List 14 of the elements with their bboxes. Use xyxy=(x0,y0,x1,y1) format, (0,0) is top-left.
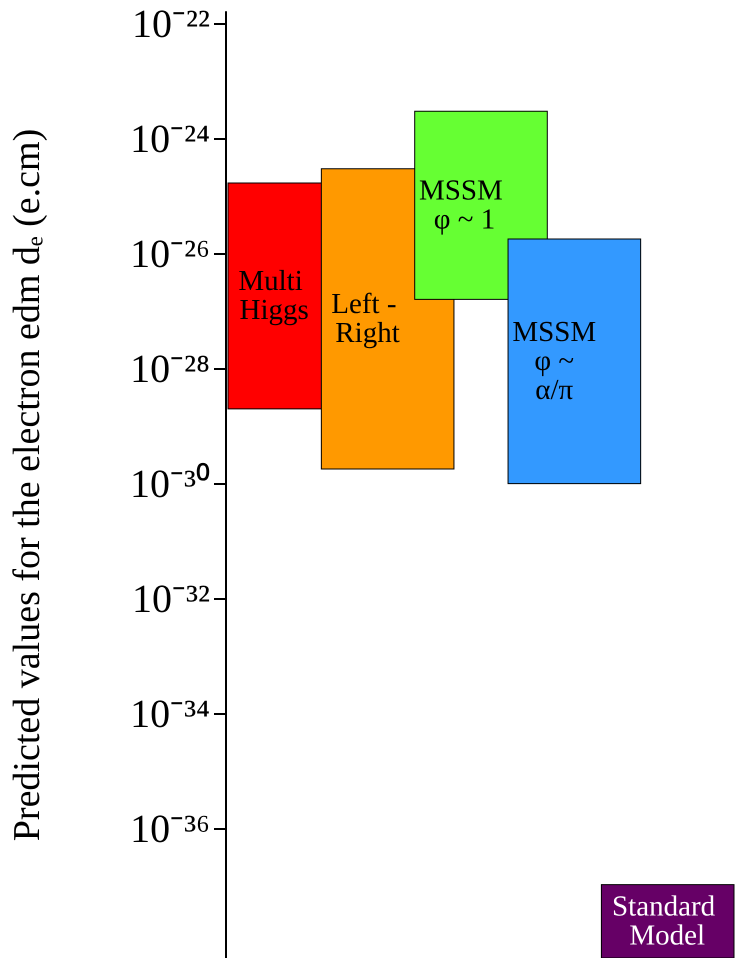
x-tick-label: MSSM φ ~ α/π xyxy=(512,316,596,406)
y-tick-label: 10⁻²⁴ xyxy=(130,116,210,162)
x-tick-label: MSSM φ ~ 1 xyxy=(418,174,503,236)
x-tick-label: Multi Higgs xyxy=(238,264,310,326)
y-tick-label: 10⁻³⁶ xyxy=(130,806,210,852)
y-tick-label: 10⁻³⁴ xyxy=(130,691,210,736)
y-tick-label: 10⁻³⁰ xyxy=(130,461,210,506)
y-tick-label: 10⁻²² xyxy=(132,1,210,46)
y-tick-label: 10⁻²⁸ xyxy=(130,346,210,392)
x-tick-label: Left - Right xyxy=(331,288,404,349)
y-tick-label: 10⁻²⁶ xyxy=(130,231,210,276)
y-tick-label: 10⁻³² xyxy=(132,576,210,622)
y-axis-title: Predicted values for the electron edm dₑ (e.cm) xyxy=(6,128,48,842)
x-tick-label: Standard Model xyxy=(612,890,722,952)
